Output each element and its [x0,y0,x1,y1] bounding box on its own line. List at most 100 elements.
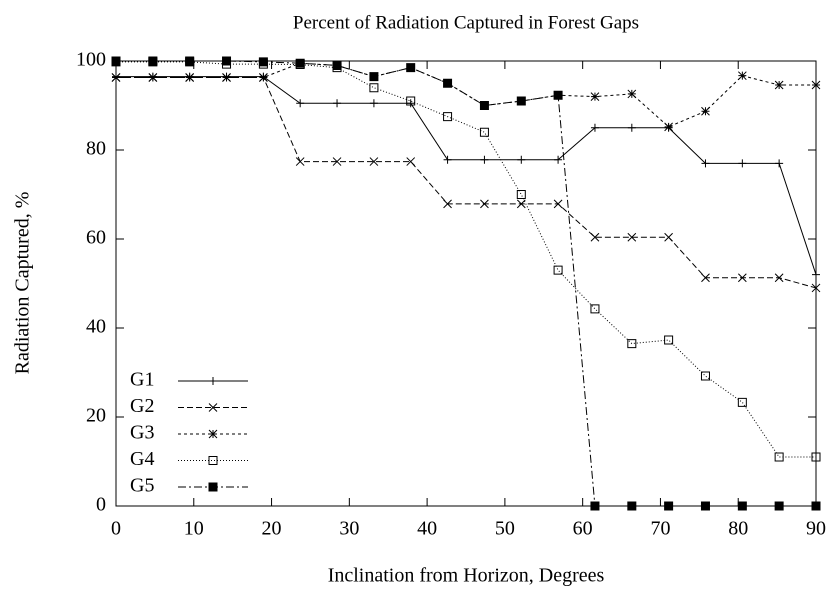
y-axis-label: Radiation Captured, % [12,192,34,375]
legend-label: G3 [130,422,154,444]
legend-marker [208,429,218,439]
marker [590,304,600,314]
marker [406,63,416,73]
marker [627,123,636,132]
marker [479,127,489,137]
y-tick-label: 100 [76,49,106,71]
legend-label: G4 [130,448,154,470]
marker [553,90,563,100]
marker [369,83,379,93]
marker [111,56,121,66]
marker [627,232,637,242]
marker [627,89,637,99]
marker [738,159,747,168]
series-line [116,60,816,507]
marker [443,112,453,122]
chart-title: Percent of Radiation Captured in Forest … [293,12,639,33]
marker [258,57,268,67]
marker [480,199,489,209]
legend-marker [208,482,218,492]
marker [664,122,673,132]
marker [480,155,489,164]
legend-marker [208,403,218,412]
marker [664,335,674,345]
y-tick-label: 80 [86,138,106,160]
marker [590,501,600,511]
marker [369,99,378,108]
marker [406,99,415,108]
x-tick-label: 80 [728,518,748,540]
marker [516,190,526,199]
marker [295,58,305,68]
series-line [116,61,816,458]
marker [443,78,453,88]
series-line [116,62,816,128]
marker [516,96,526,106]
marker [185,73,195,82]
marker [811,80,821,90]
marker [590,123,599,132]
x-tick-label: 0 [111,518,121,540]
marker [701,273,710,283]
series-line [116,76,817,275]
y-tick-label: 60 [86,227,106,249]
marker [700,371,710,381]
marker [296,99,305,108]
x-tick-label: 70 [650,518,670,540]
marker [664,501,674,511]
marker [701,159,710,168]
marker [664,232,673,242]
marker [811,501,821,511]
marker [590,232,600,242]
series-line [116,76,817,289]
marker [369,72,379,82]
marker [333,99,342,108]
y-tick-label: 40 [86,316,106,338]
marker [553,265,563,275]
marker [811,452,821,462]
marker [443,155,452,164]
marker [590,92,600,101]
marker [111,73,121,82]
marker [775,159,784,168]
marker [553,199,563,209]
x-tick-label: 30 [339,518,359,540]
marker [295,157,305,166]
marker [369,157,379,166]
x-tick-label: 60 [573,518,593,540]
marker [222,56,232,66]
marker [406,96,416,106]
marker [774,80,784,90]
marker [516,199,526,209]
marker [627,339,637,349]
marker [701,106,710,116]
plot-frame [115,60,817,507]
marker [774,501,784,511]
marker [148,73,158,82]
marker [737,501,747,511]
marker [148,56,158,66]
marker [737,397,747,407]
marker [479,101,489,110]
marker [222,73,231,82]
legend-marker [208,456,218,465]
x-tick-label: 20 [262,518,282,540]
y-tick-label: 0 [96,494,106,516]
x-tick-label: 90 [806,518,826,540]
legend-marker [209,377,217,385]
marker [700,501,710,511]
marker [332,157,342,166]
marker [774,273,784,283]
marker [812,270,820,279]
marker [259,73,268,82]
x-tick-label: 10 [184,518,204,540]
marker [774,452,784,462]
marker [443,199,452,209]
marker [406,157,416,166]
marker [811,283,821,293]
legend-label: G2 [130,395,154,417]
x-axis-label: Inclination from Horizon, Degrees [328,565,605,587]
marker [517,155,526,164]
legend-label: G5 [130,475,154,497]
